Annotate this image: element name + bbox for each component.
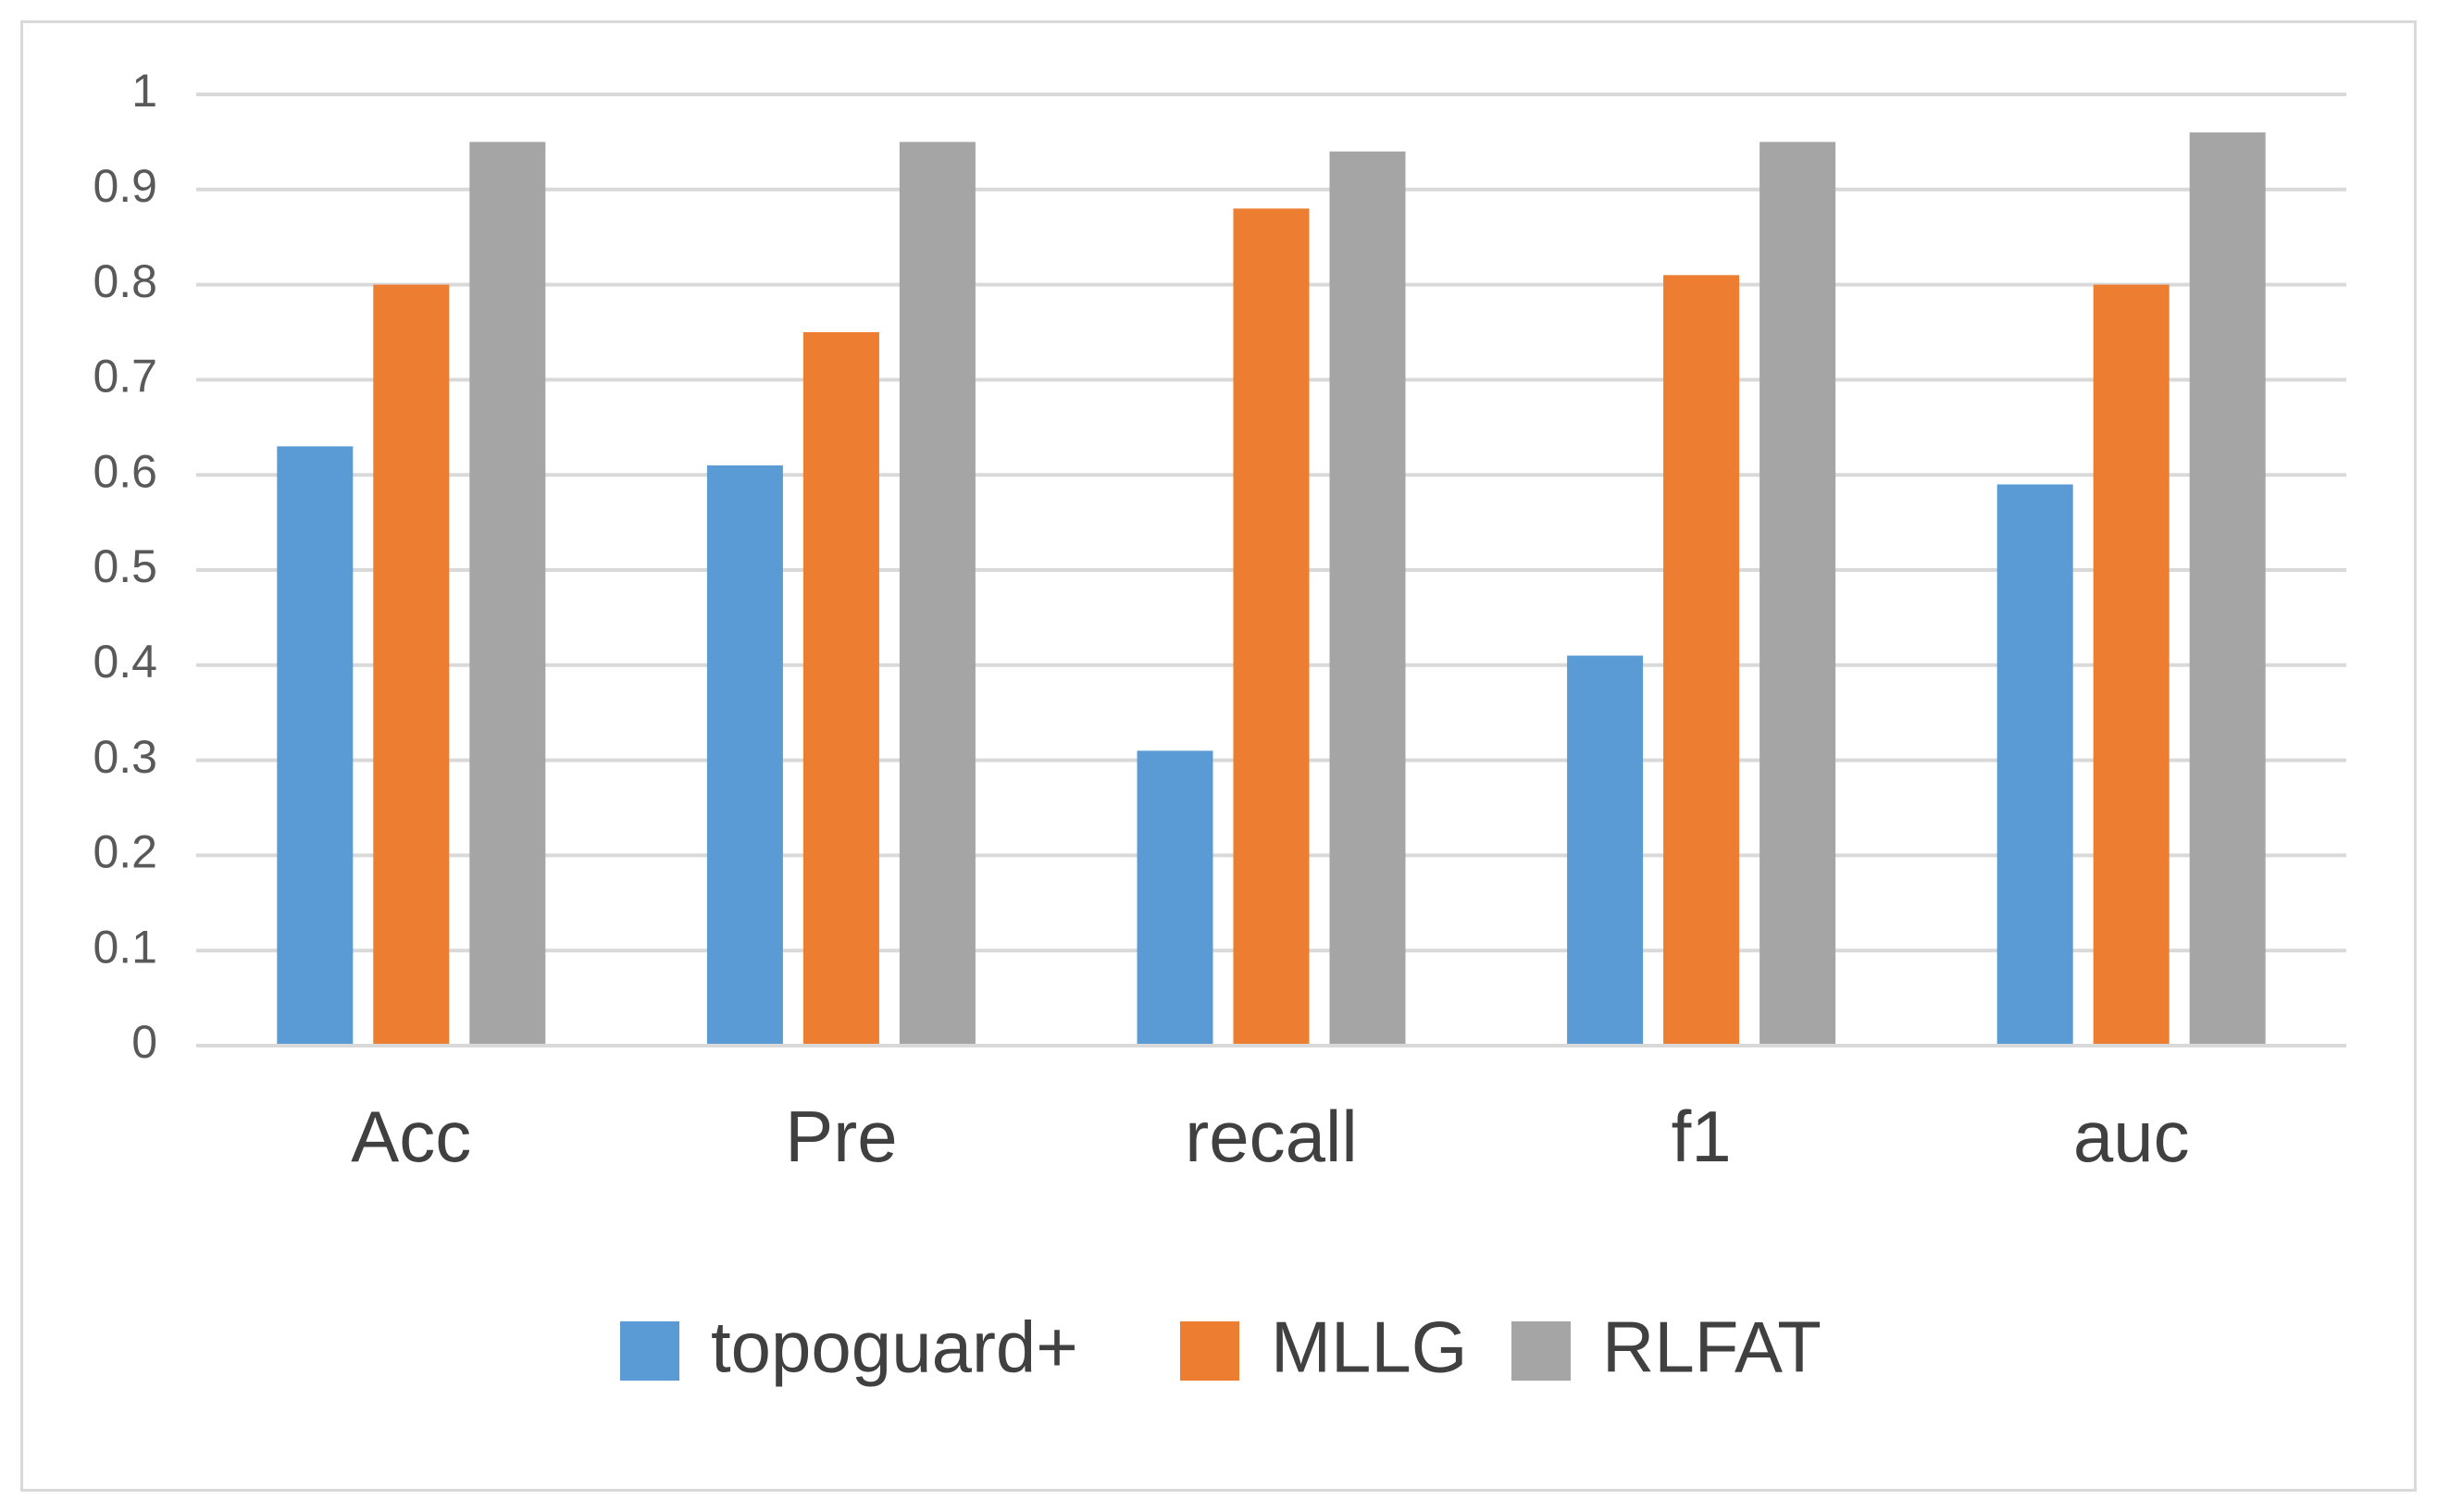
x-category-label: Pre — [785, 1096, 897, 1177]
bar-topoguard-pre — [706, 465, 783, 1046]
bar-mllg-auc — [2093, 284, 2170, 1047]
legend-item-rlfat: RLFAT — [1511, 1307, 1822, 1388]
bar-mllg-acc — [373, 284, 450, 1047]
legend-swatch — [620, 1321, 679, 1381]
x-axis-category-labels: Acc Pre recall f1 auc — [351, 1096, 2189, 1177]
y-tick-label: 0.3 — [93, 731, 157, 783]
y-axis-tick-labels: 0 0.1 0.2 0.3 0.4 0.5 0.6 0.7 0.8 0.9 1 — [93, 65, 157, 1068]
legend-item-mllg: MLLG — [1180, 1307, 1467, 1388]
y-tick-label: 0.7 — [93, 351, 157, 403]
bar-mllg-pre — [802, 332, 879, 1046]
y-tick-label: 0.5 — [93, 540, 157, 592]
legend-item-topoguard: topoguard+ — [620, 1307, 1078, 1388]
legend-label: RLFAT — [1602, 1307, 1822, 1388]
legend-label: topoguard+ — [711, 1307, 1078, 1388]
bar-rlfat-auc — [2189, 132, 2266, 1046]
bar-rlfat-pre — [899, 142, 976, 1046]
x-category-label: recall — [1185, 1096, 1357, 1177]
y-tick-label: 0.8 — [93, 255, 157, 307]
y-tick-label: 0 — [131, 1016, 157, 1068]
bar-topoguard-recall — [1137, 750, 1213, 1046]
bar-topoguard-f1 — [1567, 655, 1644, 1046]
gridlines — [196, 93, 2346, 953]
y-tick-label: 1 — [131, 65, 157, 117]
legend-swatch — [1511, 1321, 1571, 1381]
bar-rlfat-f1 — [1759, 142, 1836, 1046]
y-tick-label: 0.2 — [93, 826, 157, 878]
bar-mllg-recall — [1233, 208, 1310, 1047]
y-tick-label: 0.4 — [93, 636, 157, 688]
y-tick-label: 0.9 — [93, 160, 157, 212]
bar-mllg-f1 — [1663, 275, 1740, 1046]
bars — [277, 132, 2266, 1047]
x-category-label: f1 — [1672, 1096, 1732, 1177]
legend-label: MLLG — [1271, 1307, 1467, 1388]
bar-topoguard-auc — [1996, 484, 2073, 1046]
y-tick-label: 0.1 — [93, 921, 157, 973]
y-tick-label: 0.6 — [93, 445, 157, 497]
x-category-label: Acc — [351, 1096, 471, 1177]
x-category-label: auc — [2073, 1096, 2190, 1177]
legend: topoguard+ MLLG RLFAT — [620, 1307, 1822, 1388]
bar-rlfat-acc — [469, 142, 546, 1046]
bar-rlfat-recall — [1329, 151, 1406, 1046]
legend-swatch — [1180, 1321, 1239, 1381]
bar-topoguard-acc — [277, 446, 354, 1046]
